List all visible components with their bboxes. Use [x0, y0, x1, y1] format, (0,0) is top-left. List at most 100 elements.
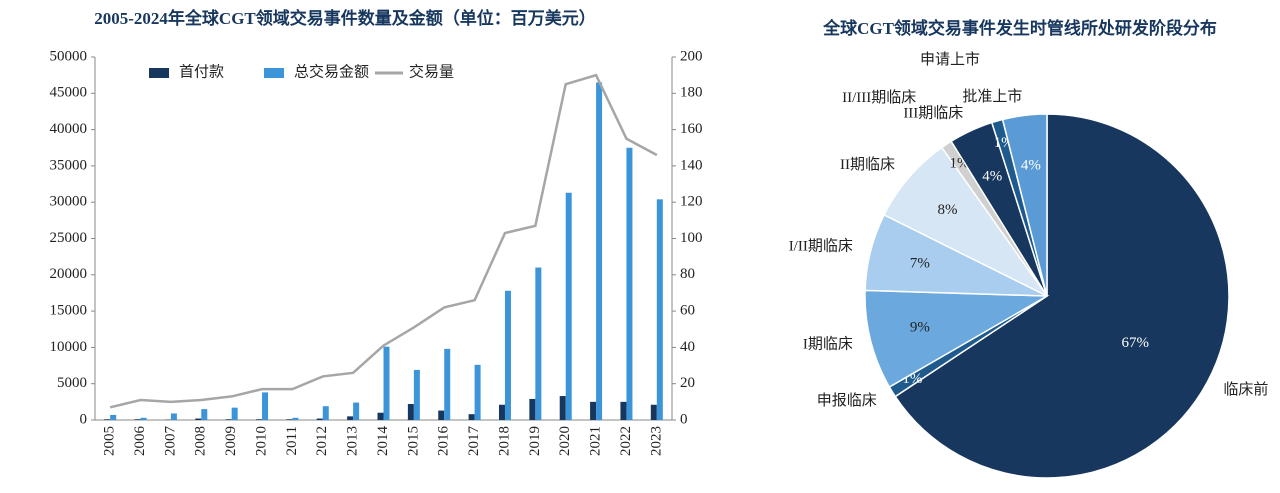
- y2-tick-label: 80: [680, 266, 695, 282]
- bar: [499, 405, 505, 420]
- bar: [323, 406, 329, 420]
- x-tick-label: 2015: [405, 426, 421, 456]
- bar: [651, 405, 657, 420]
- category-label: II/III期临床: [842, 89, 916, 106]
- category-label: 临床前: [1223, 381, 1268, 398]
- bar: [232, 408, 238, 420]
- bar: [566, 193, 572, 420]
- data-label: 67%: [1121, 335, 1149, 351]
- x-tick-label: 2011: [284, 426, 300, 455]
- x-tick-label: 2023: [648, 426, 664, 456]
- category-label: 申请上市: [920, 51, 980, 68]
- bar: [262, 392, 268, 420]
- y-tick-label: 40000: [50, 121, 88, 137]
- y-tick-label: 35000: [50, 157, 88, 173]
- x-tick-label: 2022: [618, 426, 634, 456]
- bar: [317, 419, 323, 420]
- chart-title: 全球CGT领域交易事件发生时管线所处研发阶段分布: [822, 18, 1217, 38]
- x-tick-label: 2018: [496, 426, 512, 456]
- bar: [590, 402, 596, 420]
- category-label: 申报临床: [817, 392, 877, 409]
- bar: [626, 148, 632, 420]
- bar: [110, 415, 116, 420]
- bar: [226, 419, 232, 420]
- x-tick-label: 2006: [132, 426, 148, 457]
- y-tick-label: 30000: [50, 194, 88, 210]
- y-tick-label: 5000: [57, 375, 87, 391]
- legend-label: 交易量: [409, 62, 454, 80]
- y2-tick-label: 0: [680, 411, 688, 427]
- chart-title: 2005-2024年全球CGT领域交易事件数量及金额（单位：百万美元）: [94, 8, 596, 28]
- bar: [505, 291, 511, 420]
- y-tick-label: 50000: [50, 48, 88, 64]
- x-tick-label: 2007: [162, 426, 178, 457]
- y-tick-label: 20000: [50, 266, 88, 282]
- data-label: 9%: [910, 319, 930, 335]
- x-tick-label: 2020: [557, 426, 573, 456]
- bar: [560, 396, 566, 420]
- bar: [286, 419, 292, 420]
- bar: [135, 419, 141, 420]
- bar: [104, 419, 110, 420]
- data-label: 7%: [910, 255, 930, 271]
- bar: [620, 402, 626, 420]
- x-tick-label: 2016: [436, 426, 452, 457]
- y-tick-label: 15000: [50, 303, 88, 319]
- bar: [596, 82, 602, 420]
- category-label: II期临床: [840, 156, 895, 173]
- data-label: 4%: [982, 168, 1002, 184]
- y2-tick-label: 40: [680, 339, 695, 355]
- y2-tick-label: 180: [680, 85, 703, 101]
- category-label: I/II期临床: [789, 238, 853, 255]
- bar: [201, 409, 207, 420]
- x-tick-label: 2019: [527, 426, 543, 456]
- bar: [347, 416, 353, 420]
- bar: [171, 413, 177, 420]
- bar: [408, 404, 414, 420]
- legend-swatch: [264, 68, 284, 78]
- category-label: 批准上市: [962, 88, 1022, 105]
- x-tick-label: 2005: [102, 426, 118, 456]
- y-tick-label: 45000: [50, 85, 88, 101]
- x-tick-label: 2017: [466, 426, 482, 457]
- legend-swatch: [149, 68, 169, 78]
- y2-tick-label: 120: [680, 194, 703, 210]
- bar: [469, 414, 475, 420]
- x-tick-label: 2008: [193, 426, 209, 456]
- bar: [384, 347, 390, 420]
- legend-label: 首付款: [179, 63, 224, 80]
- legend-label: 总交易金额: [294, 62, 369, 80]
- bar: [414, 370, 420, 420]
- bar: [292, 418, 298, 420]
- bar: [444, 349, 450, 420]
- bar: [438, 411, 444, 420]
- y-tick-label: 25000: [50, 230, 88, 246]
- y2-tick-label: 20: [680, 375, 695, 391]
- x-tick-label: 2021: [588, 426, 604, 456]
- category-label: III期临床: [903, 105, 963, 122]
- category-label: I期临床: [803, 335, 853, 352]
- y2-tick-label: 60: [680, 303, 695, 319]
- bar: [657, 199, 663, 420]
- bar: [529, 399, 535, 420]
- y2-tick-label: 140: [680, 157, 703, 173]
- y2-tick-label: 200: [680, 48, 703, 64]
- bar: [475, 365, 481, 420]
- x-tick-label: 2010: [253, 426, 269, 456]
- bar: [141, 418, 147, 420]
- bar: [256, 419, 262, 420]
- y2-tick-label: 100: [680, 230, 703, 246]
- data-label: 8%: [937, 202, 957, 218]
- bar: [378, 413, 384, 420]
- bar: [353, 403, 359, 420]
- y2-tick-label: 160: [680, 121, 703, 137]
- x-tick-label: 2014: [375, 426, 391, 457]
- x-tick-label: 2013: [345, 426, 361, 456]
- x-tick-label: 2009: [223, 426, 239, 456]
- y-tick-label: 0: [80, 411, 88, 427]
- bar: [535, 268, 541, 420]
- data-label: 4%: [1021, 157, 1041, 173]
- y-tick-label: 10000: [50, 339, 88, 355]
- bar: [195, 419, 201, 420]
